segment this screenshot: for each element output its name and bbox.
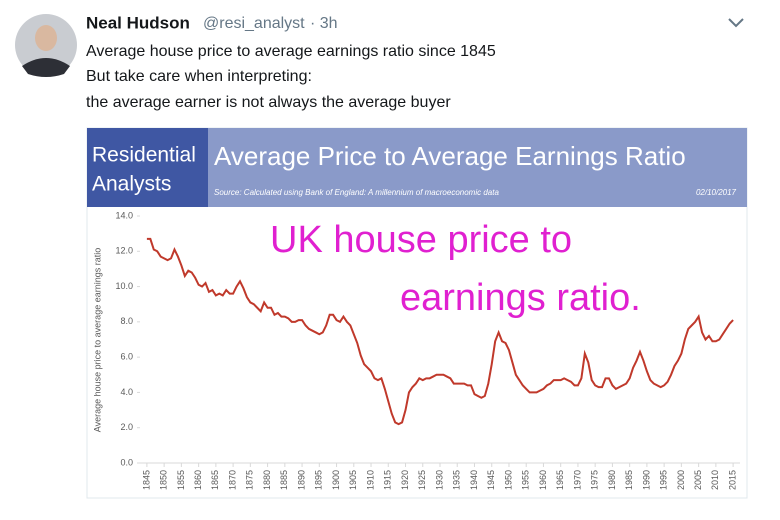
x-tick-label: 1855 <box>176 470 186 490</box>
y-tick-label: 6.0 <box>120 352 133 362</box>
avatar-face <box>35 25 57 51</box>
x-tick-label: 1955 <box>521 470 531 490</box>
x-tick-label: 1980 <box>607 470 617 490</box>
x-tick-label: 1860 <box>193 470 203 490</box>
x-tick-label: 1940 <box>469 470 479 490</box>
x-tick-label: 1915 <box>383 470 393 490</box>
x-tick-label: 1950 <box>503 470 513 490</box>
author-name[interactable]: Neal Hudson <box>86 13 190 32</box>
annotation: UK house price to <box>270 219 572 261</box>
x-tick-label: 2010 <box>710 470 720 490</box>
x-tick-label: 1930 <box>434 470 444 490</box>
y-tick-label: 2.0 <box>120 422 133 432</box>
x-tick-label: 1945 <box>486 470 496 490</box>
x-tick-label: 1960 <box>538 470 548 490</box>
logo-text: Analysts <box>92 173 171 196</box>
tweet-text: But take care when interpreting: <box>86 68 312 85</box>
x-tick-label: 1900 <box>331 470 341 490</box>
x-tick-label: 1920 <box>400 470 410 490</box>
y-tick-label: 12.0 <box>115 246 133 256</box>
logo-text: Residential <box>92 144 196 167</box>
x-tick-label: 1845 <box>141 470 151 490</box>
x-tick-label: 1865 <box>210 470 220 490</box>
x-tick-label: 1910 <box>365 470 375 490</box>
x-tick-label: 1995 <box>659 470 669 490</box>
y-tick-label: 8.0 <box>120 316 133 326</box>
x-tick-label: 1880 <box>262 470 272 490</box>
x-tick-label: 1875 <box>245 470 255 490</box>
x-tick-label: 2015 <box>727 470 737 490</box>
x-tick-label: 1890 <box>296 470 306 490</box>
y-axis-label: Average house price to average earnings … <box>92 248 102 432</box>
x-tick-label: 1935 <box>452 470 462 490</box>
x-tick-label: 2005 <box>693 470 703 490</box>
y-tick-label: 0.0 <box>120 457 133 467</box>
tweet-text: Average house price to average earnings … <box>86 43 496 60</box>
annotation: earnings ratio. <box>400 277 641 319</box>
x-tick-label: 1885 <box>279 470 289 490</box>
author-handle[interactable]: @resi_analyst <box>203 15 305 32</box>
y-tick-label: 14.0 <box>115 210 133 220</box>
x-tick-label: 1975 <box>590 470 600 490</box>
chart-source: Source: Calculated using Bank of England… <box>214 188 499 197</box>
x-tick-label: 1965 <box>555 470 565 490</box>
x-tick-label: 1990 <box>641 470 651 490</box>
timestamp[interactable]: · 3h <box>310 15 338 32</box>
chart-title: Average Price to Average Earnings Ratio <box>214 141 686 171</box>
tweet-text: the average earner is not always the ave… <box>86 94 451 111</box>
x-tick-label: 1925 <box>417 470 427 490</box>
x-tick-label: 1985 <box>624 470 634 490</box>
x-tick-label: 1870 <box>227 470 237 490</box>
y-tick-label: 10.0 <box>115 281 133 291</box>
avatar-body <box>22 58 70 77</box>
x-tick-label: 1970 <box>572 470 582 490</box>
x-tick-label: 2000 <box>676 470 686 490</box>
y-tick-label: 4.0 <box>120 387 133 397</box>
x-tick-label: 1905 <box>348 470 358 490</box>
x-tick-label: 1895 <box>314 470 324 490</box>
data-line <box>146 237 734 426</box>
header-band <box>208 128 747 207</box>
menu-chevron[interactable] <box>728 18 744 28</box>
logo-box <box>87 128 208 207</box>
x-tick-label: 1850 <box>159 470 169 490</box>
chart-date: 02/10/2017 <box>696 188 737 197</box>
